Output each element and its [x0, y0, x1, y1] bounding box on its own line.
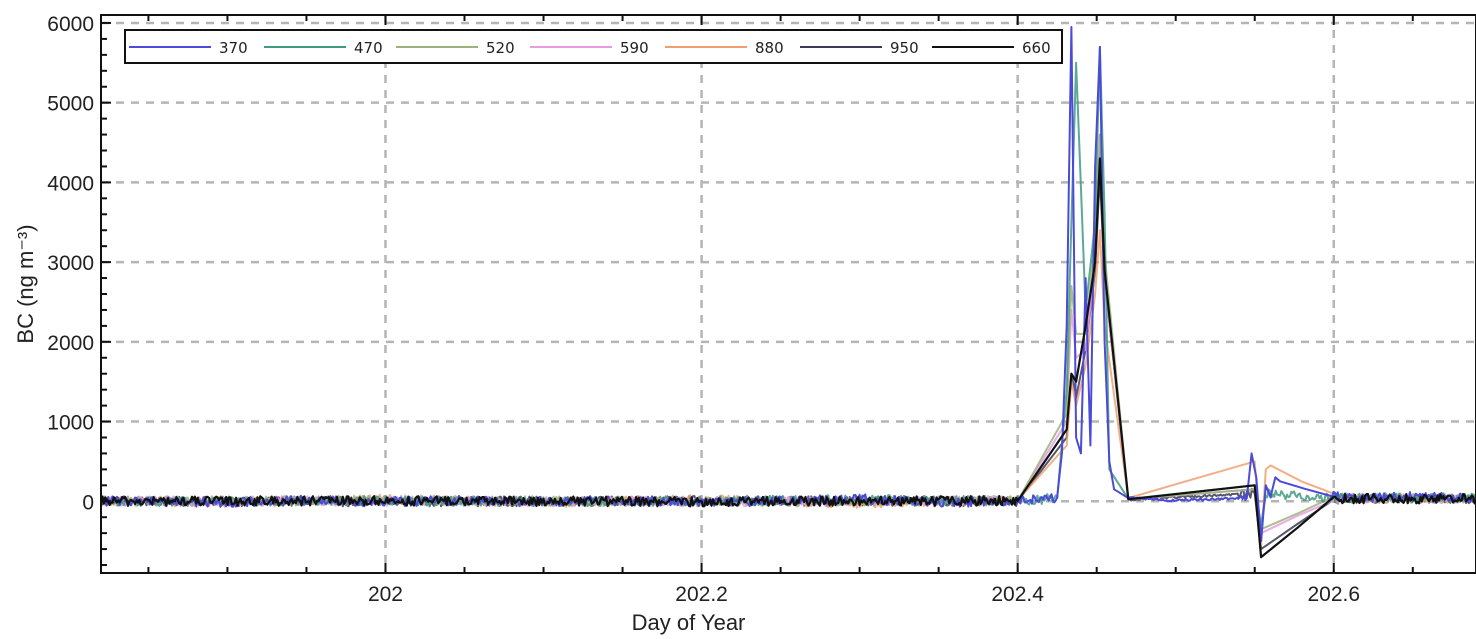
legend-label-370: 370 — [219, 39, 248, 57]
legend-label-950: 950 — [890, 39, 919, 57]
series-layer — [100, 26, 1476, 559]
x-tick-label: 202 — [368, 583, 403, 606]
y-axis-label: BC (ng m⁻³) — [13, 224, 38, 343]
y-tick-label: 1000 — [47, 412, 94, 435]
legend-label-590: 590 — [620, 39, 649, 57]
plot-frame — [100, 14, 1476, 574]
x-tick-labels: 202 202.2 202.4 202.6 — [368, 583, 1360, 606]
legend: 370 470 520 590 880 950 660 — [124, 29, 1063, 64]
legend-label-880: 880 — [755, 39, 784, 57]
legend-label-470: 470 — [354, 39, 383, 57]
legend-label-660: 660 — [1022, 39, 1051, 57]
x-tick-label: 202.4 — [991, 583, 1044, 606]
grid-lines — [101, 15, 1476, 573]
y-tick-labels: 0 1000 2000 3000 4000 5000 6000 — [47, 13, 94, 514]
legend-label-520: 520 — [486, 39, 515, 57]
y-tick-label: 3000 — [47, 252, 94, 275]
x-axis-label: Day of Year — [632, 610, 746, 635]
y-tick-label: 2000 — [47, 332, 94, 355]
y-tick-label: 5000 — [47, 93, 94, 116]
x-tick-label: 202.6 — [1307, 583, 1360, 606]
series-line-660 — [100, 157, 1476, 559]
x-tick-label: 202.2 — [675, 583, 728, 606]
y-tick-label: 6000 — [47, 13, 94, 36]
y-tick-label: 0 — [82, 491, 94, 514]
y-tick-label: 4000 — [47, 172, 94, 195]
